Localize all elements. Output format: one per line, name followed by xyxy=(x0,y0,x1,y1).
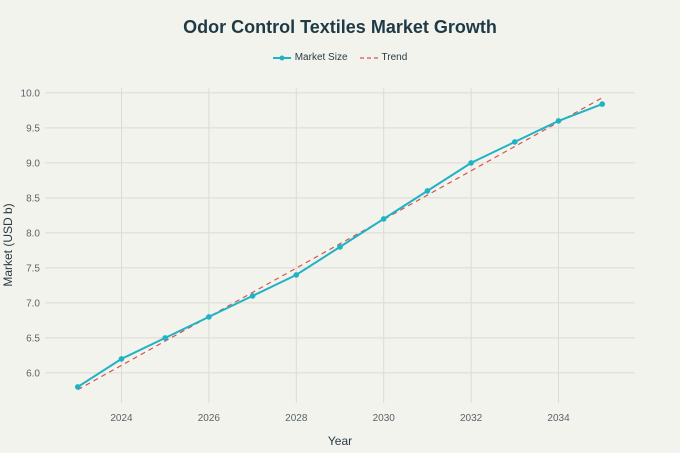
y-tick-label: 8.0 xyxy=(26,228,40,239)
data-point-market-size xyxy=(293,272,300,278)
legend-label-market-size: Market Size xyxy=(294,52,348,63)
legend-swatch-trend xyxy=(359,56,378,59)
data-point-market-size xyxy=(118,356,125,362)
x-axis-ticks: 2024 2026 2028 2030 2032 2034 xyxy=(110,413,570,424)
series-layer xyxy=(74,97,606,391)
legend-label-trend: Trend xyxy=(381,52,408,63)
data-point-market-size xyxy=(555,118,562,124)
x-tick-label: 2030 xyxy=(373,413,396,424)
data-point-market-size xyxy=(380,216,387,222)
x-tick-label: 2034 xyxy=(547,413,570,424)
data-point-market-size xyxy=(249,293,256,299)
data-point-market-size xyxy=(74,384,81,390)
chart-title: Odor Control Textiles Market Growth xyxy=(183,17,497,37)
y-tick-label: 9.5 xyxy=(26,123,40,134)
data-point-market-size xyxy=(599,101,606,107)
y-tick-label: 7.0 xyxy=(26,298,40,309)
y-axis-label: Market (USD b) xyxy=(1,203,15,286)
legend-item-market-size[interactable]: Market Size xyxy=(272,52,348,63)
y-tick-label: 10.0 xyxy=(21,88,41,99)
y-axis-ticks: 6.0 6.5 7.0 7.5 8.0 8.5 9.0 9.5 10.0 xyxy=(21,88,41,379)
x-tick-label: 2032 xyxy=(460,413,483,424)
legend: Market Size Trend xyxy=(0,52,680,63)
legend-swatch-market-size xyxy=(272,55,291,60)
y-tick-label: 8.5 xyxy=(26,193,40,204)
data-point-market-size xyxy=(206,314,212,320)
series-trend-line xyxy=(77,97,603,391)
data-point-market-size xyxy=(468,160,474,166)
legend-item-trend[interactable]: Trend xyxy=(359,52,408,63)
y-tick-label: 6.5 xyxy=(26,333,40,344)
gridlines xyxy=(45,88,635,403)
x-tick-label: 2028 xyxy=(285,413,308,424)
y-tick-label: 6.0 xyxy=(26,368,40,379)
x-tick-label: 2026 xyxy=(198,413,221,424)
data-point-market-size xyxy=(162,335,168,341)
x-axis-label: Year xyxy=(328,434,352,448)
data-point-market-size xyxy=(512,139,518,145)
y-tick-label: 7.5 xyxy=(26,263,40,274)
x-tick-label: 2024 xyxy=(110,413,133,424)
y-tick-label: 9.0 xyxy=(26,158,40,169)
data-point-market-size xyxy=(337,244,343,250)
data-point-market-size xyxy=(424,188,431,194)
